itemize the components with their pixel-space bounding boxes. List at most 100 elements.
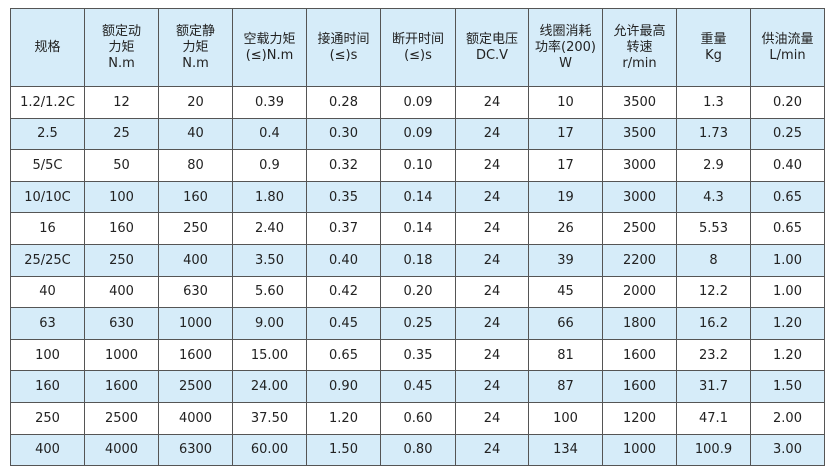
table-cell: 3.50 bbox=[232, 243, 307, 277]
table-row: 160 1600 2500 24.00 0.90 0.45 24 87 1600 31.7 1.50 bbox=[10, 370, 825, 403]
table-cell: 250 bbox=[84, 243, 159, 277]
table-cell: 0.25 bbox=[380, 307, 456, 340]
table-cell: 0.40 bbox=[306, 243, 381, 277]
table-cell: 81 bbox=[528, 338, 603, 372]
table-cell: 1600 bbox=[602, 370, 677, 403]
table-cell: 5.60 bbox=[232, 275, 307, 309]
table-cell: 4000 bbox=[158, 401, 233, 435]
table-cell: 0.4 bbox=[232, 117, 307, 151]
table-cell: 0.65 bbox=[750, 212, 825, 245]
table-cell: 40 bbox=[158, 117, 233, 151]
table-row: 1.2/1.2C 12 20 0.39 0.28 0.09 24 10 3500 1.3 0.20 bbox=[10, 86, 825, 119]
table-cell: 0.09 bbox=[380, 86, 456, 119]
table-cell: 37.50 bbox=[232, 401, 307, 435]
table-cell: 1600 bbox=[602, 338, 677, 372]
table-cell: 630 bbox=[158, 275, 233, 309]
table-cell: 1.20 bbox=[750, 338, 825, 372]
table-cell: 9.00 bbox=[232, 307, 307, 340]
table-cell: 1.20 bbox=[306, 401, 381, 435]
table-cell: 80 bbox=[158, 149, 233, 182]
table-cell: 250 bbox=[158, 212, 233, 245]
table-cell: 2500 bbox=[158, 370, 233, 403]
table-row: 100 1000 1600 15.00 0.65 0.35 24 81 1600 23.2 1.20 bbox=[10, 338, 825, 372]
table-cell: 60.00 bbox=[232, 433, 307, 467]
table-cell: 45 bbox=[528, 275, 603, 309]
table-cell: 24 bbox=[455, 307, 529, 340]
column-header: 空载力矩 (≤)N.m bbox=[232, 8, 307, 87]
table-cell: 10/10C bbox=[10, 180, 85, 214]
table-cell: 16 bbox=[10, 212, 85, 245]
spec-table: 规格 额定动 力矩 N.m 额定静 力矩 N.m 空载力矩 (≤)N.m 接通时间 (≤… bbox=[10, 8, 825, 467]
table-cell: 2.40 bbox=[232, 212, 307, 245]
table-cell: 160 bbox=[84, 212, 159, 245]
table-cell: 0.20 bbox=[380, 275, 456, 309]
table-cell: 1.00 bbox=[750, 275, 825, 309]
table-row: 16 160 250 2.40 0.37 0.14 24 26 2500 5.53 0.65 bbox=[10, 212, 825, 245]
table-cell: 3000 bbox=[602, 180, 677, 214]
column-header: 线圈消耗 功率(200) W bbox=[528, 8, 603, 87]
table-cell: 24 bbox=[455, 275, 529, 309]
table-cell: 8 bbox=[676, 243, 751, 277]
column-header: 接通时间 (≤)s bbox=[306, 8, 381, 87]
table-cell: 0.37 bbox=[306, 212, 381, 245]
table-cell: 31.7 bbox=[676, 370, 751, 403]
table-cell: 0.80 bbox=[380, 433, 456, 467]
table-cell: 0.65 bbox=[306, 338, 381, 372]
column-header: 额定静 力矩 N.m bbox=[158, 8, 233, 87]
table-cell: 39 bbox=[528, 243, 603, 277]
table-cell: 1.00 bbox=[750, 243, 825, 277]
column-header: 断开时间 (≤)s bbox=[380, 8, 456, 87]
table-cell: 100 bbox=[10, 338, 85, 372]
table-cell: 1.80 bbox=[232, 180, 307, 214]
table-cell: 630 bbox=[84, 307, 159, 340]
table-cell: 2.5 bbox=[10, 117, 85, 151]
table-cell: 100 bbox=[84, 180, 159, 214]
table-cell: 0.40 bbox=[750, 149, 825, 182]
table-cell: 26 bbox=[528, 212, 603, 245]
table-row: 5/5C 50 80 0.9 0.32 0.10 24 17 3000 2.9 0.40 bbox=[10, 149, 825, 182]
table-row: 400 4000 6300 60.00 1.50 0.80 24 134 1000 100.9 3.… bbox=[10, 433, 825, 467]
table-cell: 134 bbox=[528, 433, 603, 467]
table-cell: 400 bbox=[84, 275, 159, 309]
table-cell: 0.39 bbox=[232, 86, 307, 119]
table-cell: 0.30 bbox=[306, 117, 381, 151]
table-cell: 24 bbox=[455, 243, 529, 277]
table-cell: 5/5C bbox=[10, 149, 85, 182]
table-cell: 0.18 bbox=[380, 243, 456, 277]
table-cell: 24 bbox=[455, 149, 529, 182]
column-header: 允许最高 转速 r/min bbox=[602, 8, 677, 87]
table-cell: 1.2/1.2C bbox=[10, 86, 85, 119]
table-cell: 0.20 bbox=[750, 86, 825, 119]
table-cell: 12.2 bbox=[676, 275, 751, 309]
table-cell: 1600 bbox=[84, 370, 159, 403]
table-cell: 0.09 bbox=[380, 117, 456, 151]
table-cell: 3500 bbox=[602, 86, 677, 119]
table-cell: 3000 bbox=[602, 149, 677, 182]
table-cell: 66 bbox=[528, 307, 603, 340]
table-cell: 0.90 bbox=[306, 370, 381, 403]
table-cell: 1.20 bbox=[750, 307, 825, 340]
table-cell: 4.3 bbox=[676, 180, 751, 214]
table-cell: 17 bbox=[528, 117, 603, 151]
table-cell: 24 bbox=[455, 180, 529, 214]
table-cell: 100.9 bbox=[676, 433, 751, 467]
table-row: 63 630 1000 9.00 0.45 0.25 24 66 1800 16.2 1.20 bbox=[10, 307, 825, 340]
table-cell: 20 bbox=[158, 86, 233, 119]
table-cell: 0.9 bbox=[232, 149, 307, 182]
table-cell: 6300 bbox=[158, 433, 233, 467]
table-cell: 2500 bbox=[602, 212, 677, 245]
table-cell: 24.00 bbox=[232, 370, 307, 403]
table-cell: 17 bbox=[528, 149, 603, 182]
table-cell: 100 bbox=[528, 401, 603, 435]
column-header: 重量 Kg bbox=[676, 8, 751, 87]
table-row: 25/25C 250 400 3.50 0.40 0.18 24 39 2200 8 1.00 bbox=[10, 243, 825, 277]
table-cell: 24 bbox=[455, 86, 529, 119]
table-cell: 0.42 bbox=[306, 275, 381, 309]
column-header: 额定电压 DC.V bbox=[455, 8, 529, 87]
table-cell: 4000 bbox=[84, 433, 159, 467]
table-cell: 19 bbox=[528, 180, 603, 214]
table-cell: 2.00 bbox=[750, 401, 825, 435]
table-cell: 0.32 bbox=[306, 149, 381, 182]
table-cell: 24 bbox=[455, 212, 529, 245]
table-cell: 0.65 bbox=[750, 180, 825, 214]
